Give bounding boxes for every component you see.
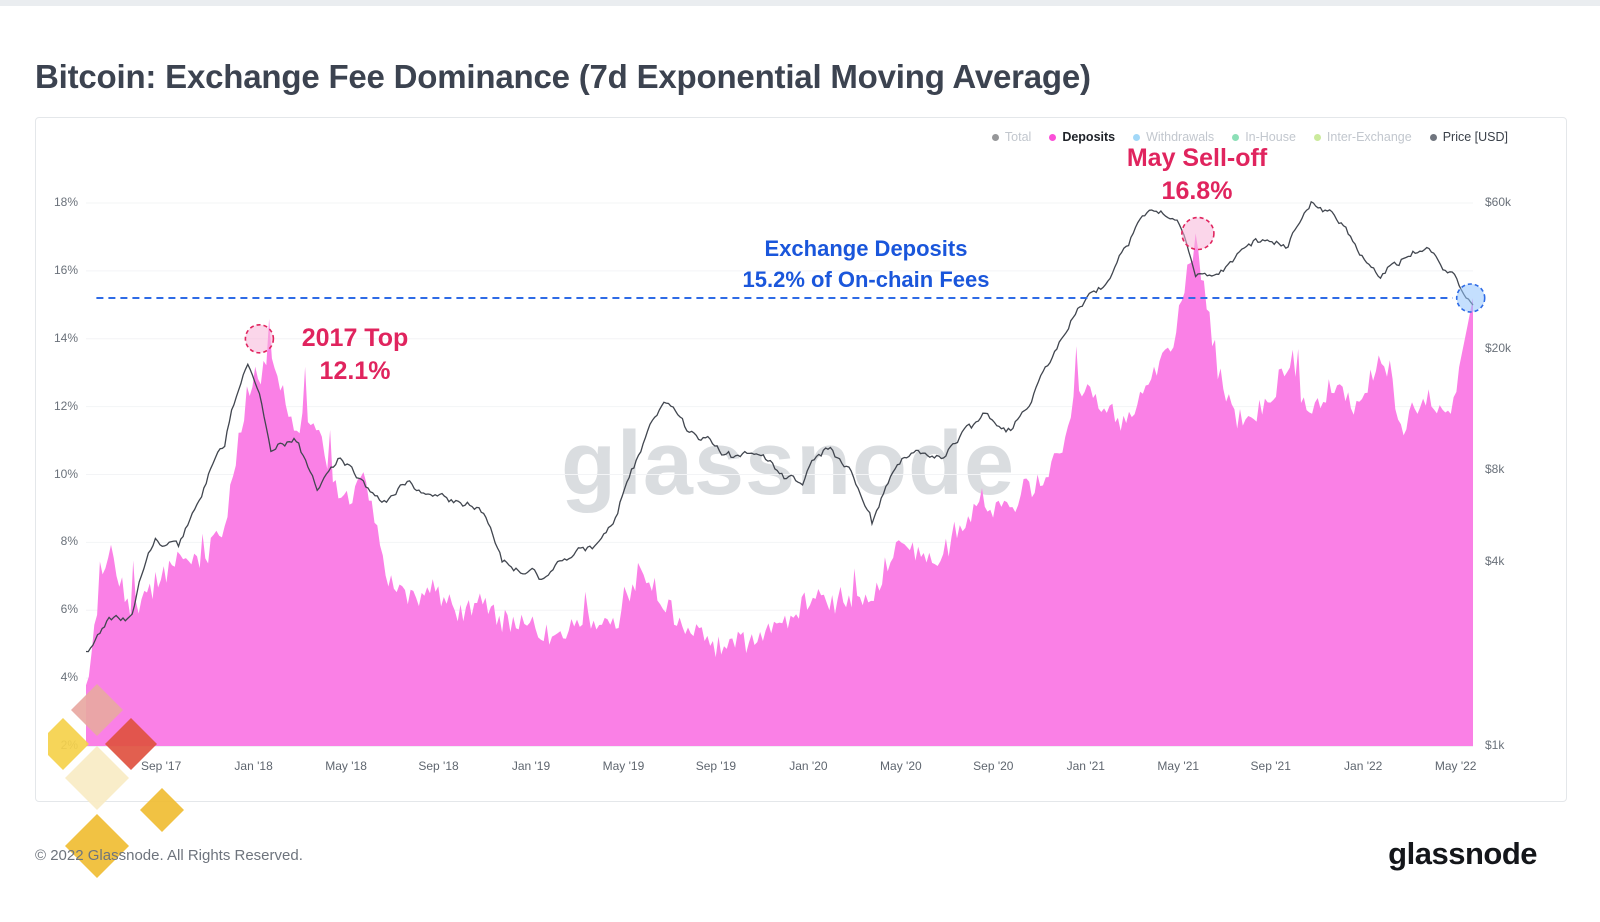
top-strip: [0, 0, 1600, 6]
marker-circle-pink: [1181, 216, 1215, 251]
legend-dot-icon: [1429, 133, 1437, 141]
marker-circle-pink: [244, 324, 275, 354]
chart-card: glassnode 18% 16% 14% 12% 10% 8% 6% 4% 2% $60k $20…: [35, 117, 1567, 802]
chart-legend: Total Deposits Withdrawals In-House Inter-Ex…: [991, 130, 1508, 144]
legend-label: In-House: [1245, 130, 1296, 144]
price-line[interactable]: [85, 200, 1474, 653]
footer-copyright: © 2022 Glassnode. All Rights Reserved.: [35, 847, 303, 864]
legend-dot-icon: [1313, 133, 1321, 141]
legend-label: Deposits: [1062, 130, 1116, 144]
legend-item-total[interactable]: Total: [991, 130, 1032, 144]
legend-label: Withdrawals: [1146, 130, 1215, 144]
legend-dot-icon: [1232, 133, 1240, 141]
legend-item-inter-exchange[interactable]: Inter-Exchange: [1313, 130, 1412, 144]
glassnode-wordmark: glassnode: [1388, 836, 1537, 871]
page-title: Bitcoin: Exchange Fee Dominance (7d Expo…: [35, 58, 1091, 96]
legend-item-in-house[interactable]: In-House: [1232, 130, 1296, 144]
legend-item-deposits[interactable]: Deposits: [1049, 130, 1115, 144]
legend-label: Total: [1004, 130, 1032, 144]
legend-label: Inter-Exchange: [1326, 130, 1412, 144]
fee-dominance-chart[interactable]: [36, 118, 1566, 801]
legend-dot-icon: [1049, 133, 1057, 141]
logo-diamond: [65, 814, 129, 878]
marker-circle-blue: [1455, 283, 1486, 313]
legend-dot-icon: [1133, 133, 1141, 141]
legend-item-price-usd[interactable]: Price [USD]: [1429, 130, 1508, 144]
deposits-area[interactable]: [86, 233, 1473, 746]
legend-dot-icon: [991, 133, 999, 141]
legend-label: Price [USD]: [1442, 130, 1508, 144]
legend-item-withdrawals[interactable]: Withdrawals: [1133, 130, 1214, 144]
